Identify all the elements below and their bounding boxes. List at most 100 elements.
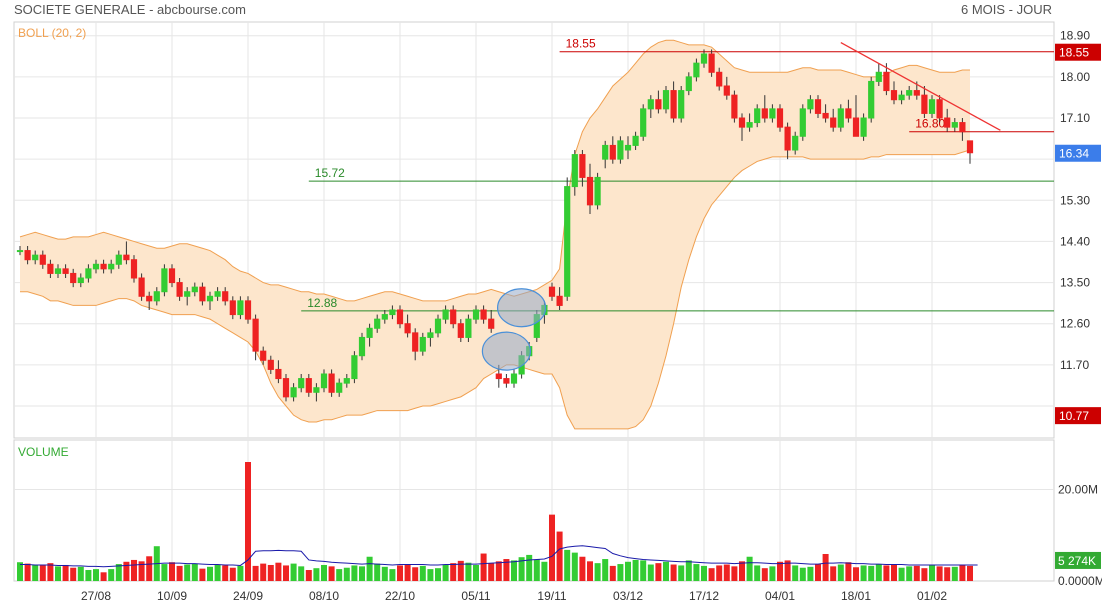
candle-body bbox=[108, 263, 115, 270]
bollinger-label: BOLL (20, 2) bbox=[18, 26, 86, 40]
candle-body bbox=[62, 268, 69, 274]
volume-bar bbox=[24, 563, 31, 581]
candle-body bbox=[807, 99, 814, 110]
candles bbox=[16, 49, 974, 402]
candle-body bbox=[298, 378, 305, 389]
volume-bar bbox=[389, 569, 396, 581]
candle-body bbox=[624, 144, 632, 151]
volume-label: VOLUME bbox=[18, 445, 69, 459]
candle-body bbox=[472, 309, 480, 320]
volume-bar bbox=[450, 563, 457, 581]
volume-bar bbox=[404, 564, 411, 581]
volume-bar bbox=[602, 559, 609, 581]
candle-body bbox=[85, 268, 92, 279]
volume-bar bbox=[298, 566, 305, 581]
candle-body bbox=[244, 300, 252, 320]
candle-body bbox=[465, 318, 472, 338]
volume-bar bbox=[830, 566, 837, 581]
volume-bar bbox=[518, 557, 525, 581]
volume-bar bbox=[853, 567, 859, 581]
candle-body bbox=[571, 154, 578, 188]
volume-bar bbox=[549, 514, 555, 581]
candle-body bbox=[404, 323, 411, 334]
candle-body bbox=[381, 314, 388, 320]
candle-body bbox=[237, 300, 244, 316]
volume-bars bbox=[17, 462, 978, 581]
volume-tick-label: 20.00M bbox=[1058, 482, 1098, 496]
volume-bar bbox=[693, 564, 700, 581]
volume-bar bbox=[967, 565, 973, 581]
volume-bar bbox=[936, 566, 943, 581]
volume-bar bbox=[716, 565, 723, 581]
volume-bar bbox=[929, 564, 935, 581]
candle-body bbox=[115, 254, 122, 265]
volume-bar bbox=[161, 564, 168, 581]
candle-body bbox=[222, 291, 229, 302]
volume-bar bbox=[617, 564, 624, 581]
volume-bar bbox=[655, 563, 662, 581]
volume-bar bbox=[32, 564, 39, 581]
volume-bar bbox=[799, 567, 806, 581]
candle-body bbox=[966, 140, 974, 154]
candle-body bbox=[16, 250, 24, 253]
candle-body bbox=[845, 108, 852, 119]
candle-body bbox=[199, 286, 206, 302]
candle-body bbox=[602, 144, 609, 160]
volume-bar bbox=[473, 564, 479, 581]
volume-tick-label: 0.0000M bbox=[1058, 574, 1102, 588]
volume-bar bbox=[374, 563, 381, 581]
volume-bar bbox=[739, 561, 745, 581]
volume-bar bbox=[495, 561, 502, 581]
candle-body bbox=[328, 373, 335, 393]
volume-bar bbox=[685, 560, 692, 581]
volume-bar bbox=[169, 562, 175, 581]
candle-body bbox=[100, 263, 107, 270]
price-panel-frame bbox=[13, 21, 1055, 439]
volume-bar bbox=[237, 565, 244, 581]
volume-bar bbox=[571, 552, 578, 581]
volume-bar bbox=[214, 564, 221, 581]
candle-body bbox=[921, 94, 928, 114]
candle-body bbox=[54, 268, 62, 274]
date-tick-label: 22/10 bbox=[385, 589, 415, 603]
price-tag bbox=[1055, 144, 1101, 162]
volume-bar bbox=[336, 569, 343, 581]
candle-body bbox=[837, 108, 844, 128]
volume-bar bbox=[343, 567, 350, 581]
candle-body bbox=[24, 250, 31, 261]
candle-body bbox=[959, 122, 966, 133]
volume-bar bbox=[435, 568, 441, 581]
candle-body bbox=[358, 336, 366, 357]
volume-bar bbox=[647, 564, 654, 581]
volume-bar bbox=[701, 565, 707, 581]
candle-body bbox=[769, 108, 776, 119]
date-tick-label: 10/09 bbox=[157, 589, 187, 603]
price-tick-label: 14.40 bbox=[1060, 234, 1090, 248]
candle-body bbox=[830, 117, 837, 128]
trend-line bbox=[840, 42, 1001, 131]
candle-body bbox=[860, 117, 867, 137]
volume-bar bbox=[207, 566, 213, 581]
volume-bar bbox=[457, 560, 464, 581]
volume-bar bbox=[640, 560, 647, 581]
candle-body bbox=[586, 176, 594, 206]
candle-body bbox=[632, 135, 639, 146]
volume-bar bbox=[184, 564, 191, 581]
candle-body bbox=[503, 378, 510, 384]
candle-body bbox=[609, 144, 616, 160]
volume-bar bbox=[609, 565, 616, 581]
candle-body bbox=[928, 99, 936, 114]
candle-body bbox=[389, 309, 396, 316]
volume-bar bbox=[465, 562, 472, 581]
candle-body bbox=[738, 117, 746, 128]
candle-body bbox=[260, 350, 267, 361]
candle-body bbox=[146, 295, 153, 302]
candle-body bbox=[898, 94, 905, 101]
candle-body bbox=[913, 90, 920, 96]
date-tick-label: 17/12 bbox=[689, 589, 719, 603]
candle-body bbox=[556, 295, 563, 306]
volume-bar bbox=[115, 564, 122, 581]
volume-bar bbox=[860, 565, 867, 581]
volume-bar bbox=[632, 559, 639, 581]
